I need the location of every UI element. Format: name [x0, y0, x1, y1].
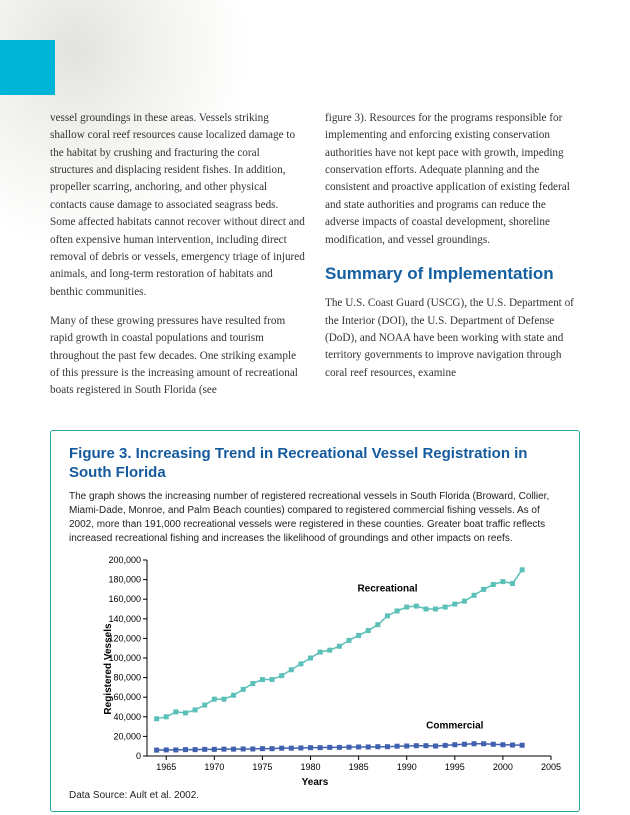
- line-chart: 0 20,000 40,000 60,000 80,000 100,000 120,000 1…: [99, 554, 561, 784]
- body-paragraph: The U.S. Coast Guard (USCG), the U.S. De…: [325, 295, 580, 382]
- svg-text:2000: 2000: [493, 762, 513, 772]
- svg-text:1975: 1975: [252, 762, 272, 772]
- figure-description: The graph shows the increasing number of…: [69, 490, 561, 546]
- svg-text:80,000: 80,000: [113, 673, 141, 683]
- figure-3-box: Figure 3. Increasing Trend in Recreation…: [50, 430, 580, 813]
- body-content: vessel groundings in these areas. Vessel…: [0, 0, 630, 412]
- svg-text:1970: 1970: [204, 762, 224, 772]
- svg-text:200,000: 200,000: [108, 555, 141, 565]
- data-source: Data Source: Ault et al. 2002.: [69, 790, 561, 801]
- svg-text:140,000: 140,000: [108, 614, 141, 624]
- svg-text:180,000: 180,000: [108, 575, 141, 585]
- svg-text:40,000: 40,000: [113, 712, 141, 722]
- right-column: figure 3). Resources for the programs re…: [325, 110, 580, 412]
- svg-text:Recreational: Recreational: [357, 584, 417, 595]
- section-heading: Summary of Implementation: [325, 261, 580, 287]
- body-paragraph: figure 3). Resources for the programs re…: [325, 110, 580, 249]
- svg-text:1965: 1965: [156, 762, 176, 772]
- svg-text:100,000: 100,000: [108, 653, 141, 663]
- svg-text:1985: 1985: [349, 762, 369, 772]
- svg-text:1990: 1990: [397, 762, 417, 772]
- svg-text:120,000: 120,000: [108, 634, 141, 644]
- figure-title: Figure 3. Increasing Trend in Recreation…: [69, 445, 561, 483]
- body-paragraph: vessel groundings in these areas. Vessel…: [50, 110, 305, 301]
- page-accent-tab: [0, 40, 55, 95]
- body-paragraph: Many of these growing pressures have res…: [50, 313, 305, 400]
- chart-container: Registered Vessels 020,00040,00060,00080…: [69, 554, 561, 784]
- svg-text:0: 0: [136, 751, 141, 761]
- svg-text:160,000: 160,000: [108, 594, 141, 604]
- svg-text:1995: 1995: [445, 762, 465, 772]
- svg-text:60,000: 60,000: [113, 692, 141, 702]
- svg-text:2005: 2005: [541, 762, 561, 772]
- left-column: vessel groundings in these areas. Vessel…: [50, 110, 305, 412]
- x-axis-label: Years: [302, 777, 329, 788]
- text-columns: vessel groundings in these areas. Vessel…: [50, 110, 580, 412]
- svg-text:1980: 1980: [301, 762, 321, 772]
- svg-text:20,000: 20,000: [113, 732, 141, 742]
- svg-text:Commercial: Commercial: [426, 721, 483, 732]
